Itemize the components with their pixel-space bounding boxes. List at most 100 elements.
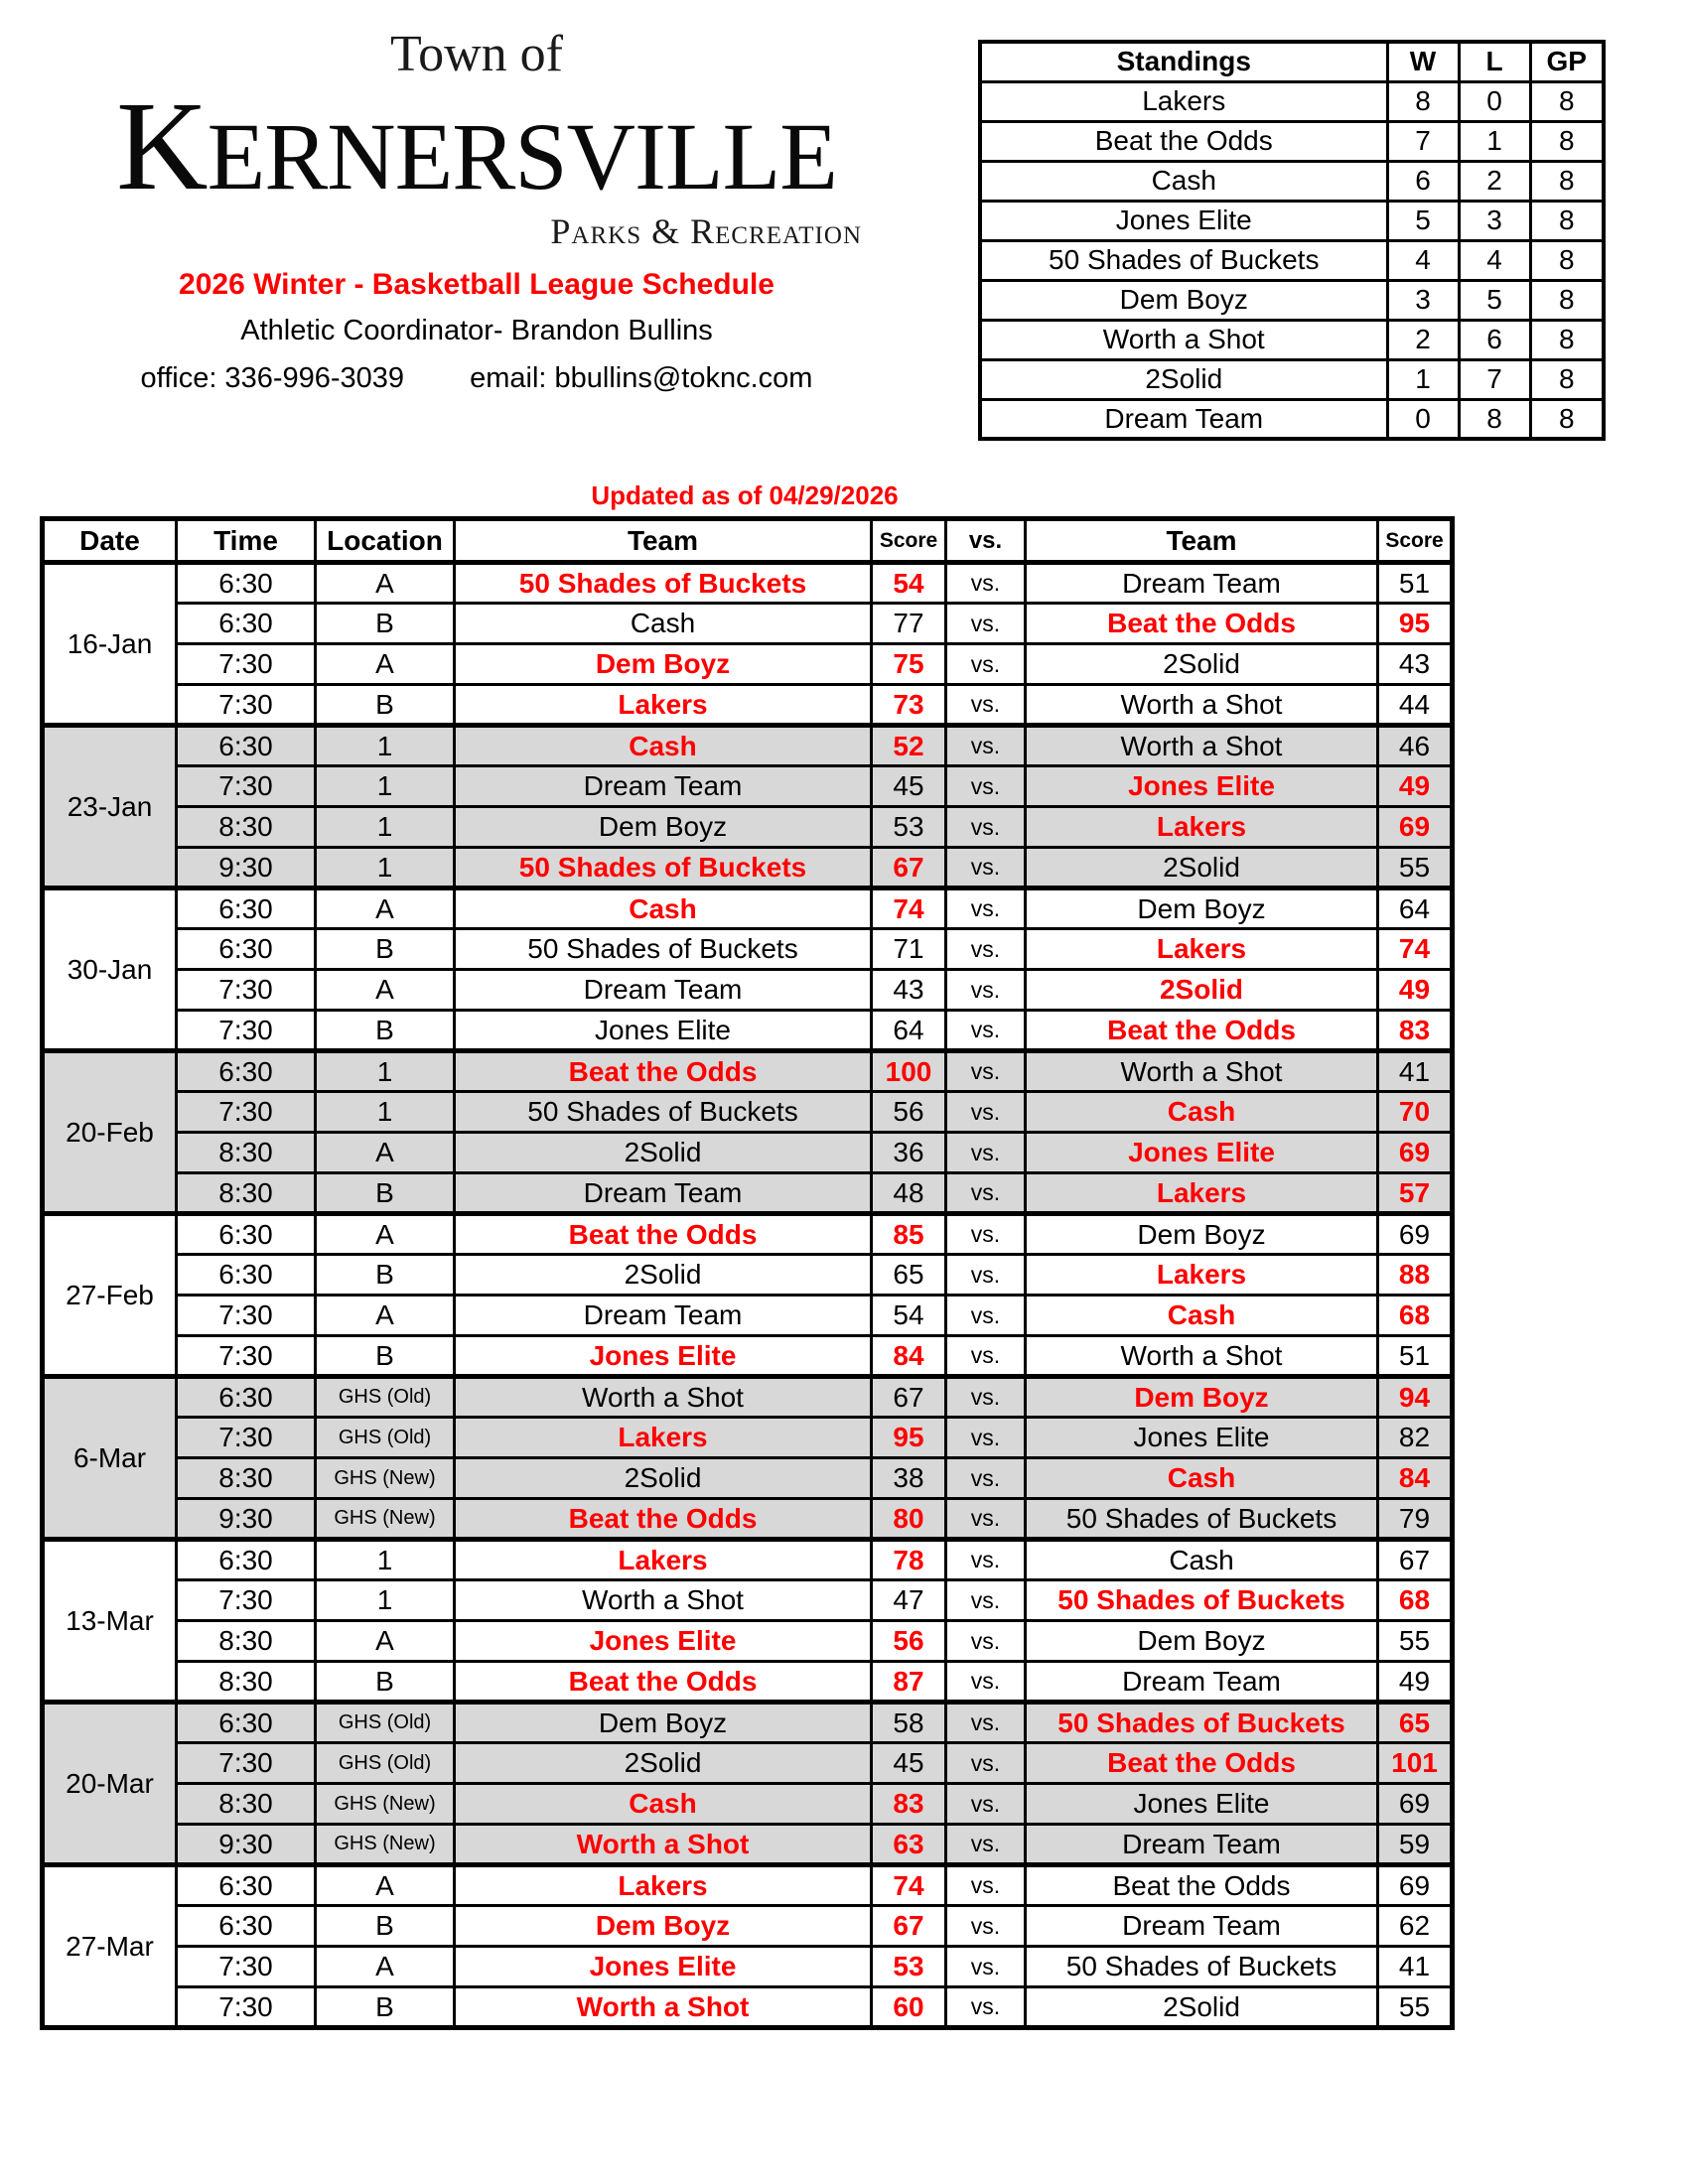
location-cell: A bbox=[314, 561, 456, 605]
game-row: 7:30 GHS (Old) Lakers 95 vs. Jones Elite 82 bbox=[43, 1416, 1454, 1459]
standings-losses-cell: 4 bbox=[1457, 238, 1532, 282]
location-cell: GHS (Old) bbox=[314, 1700, 456, 1744]
standings-header-title: Standings bbox=[978, 40, 1389, 83]
score2-cell: 88 bbox=[1376, 1253, 1454, 1297]
location-cell: GHS (Old) bbox=[314, 1374, 456, 1419]
team2-cell: Dream Team bbox=[1024, 1823, 1379, 1866]
vs-cell: vs. bbox=[944, 1985, 1027, 2029]
team2-cell: Lakers bbox=[1024, 805, 1379, 849]
location-cell: A bbox=[314, 968, 456, 1012]
time-cell: 8:30 bbox=[175, 1171, 317, 1215]
game-row: 20-Feb 6:30 1 Beat the Odds 100 vs. Worth a Sh… bbox=[41, 1048, 1454, 1215]
team2-cell: Worth a Shot bbox=[1024, 723, 1379, 767]
vs-cell: vs. bbox=[944, 1700, 1027, 1744]
score2-cell: 82 bbox=[1376, 1416, 1454, 1459]
team2-cell: 50 Shades of Buckets bbox=[1024, 1497, 1379, 1541]
team1-cell: Dream Team bbox=[453, 1294, 873, 1337]
team2-cell: Cash bbox=[1024, 1537, 1379, 1581]
date-cell: 27-Feb bbox=[41, 1211, 178, 1378]
schedule-header-team1: Team bbox=[453, 517, 873, 565]
location-cell: A bbox=[314, 1862, 456, 1907]
date-cell: 16-Jan bbox=[41, 561, 178, 727]
score2-cell: 44 bbox=[1376, 683, 1454, 727]
location-cell: 1 bbox=[314, 1578, 456, 1622]
standings-gp-cell: 8 bbox=[1528, 357, 1606, 401]
standings-losses-cell: 5 bbox=[1457, 278, 1532, 322]
team2-cell: 2Solid bbox=[1024, 642, 1379, 686]
game-row: 6-Mar 6:30 GHS (Old) Worth a Shot 67 vs. Dem B… bbox=[41, 1374, 1454, 1541]
date-cell: 13-Mar bbox=[41, 1537, 178, 1704]
location-cell: B bbox=[314, 1009, 456, 1052]
team1-cell: 2Solid bbox=[453, 1253, 873, 1297]
standings-team-cell: 2Solid bbox=[978, 357, 1389, 401]
team1-cell: 50 Shades of Buckets bbox=[453, 927, 873, 971]
standings-gp-cell: 8 bbox=[1528, 238, 1606, 282]
time-cell: 6:30 bbox=[175, 1253, 317, 1297]
score1-cell: 67 bbox=[870, 846, 947, 889]
vs-cell: vs. bbox=[944, 1131, 1027, 1174]
vs-cell: vs. bbox=[944, 927, 1027, 971]
vs-cell: vs. bbox=[944, 561, 1027, 605]
standings-team-cell: Beat the Odds bbox=[978, 119, 1389, 163]
score1-cell: 78 bbox=[870, 1537, 947, 1581]
score1-cell: 75 bbox=[870, 642, 947, 686]
score2-cell: 84 bbox=[1376, 1456, 1454, 1500]
time-cell: 6:30 bbox=[175, 1211, 317, 1256]
time-cell: 6:30 bbox=[175, 1904, 317, 1948]
team1-cell: Cash bbox=[453, 602, 873, 645]
vs-cell: vs. bbox=[944, 723, 1027, 767]
game-row: 16-Jan 6:30 A 50 Shades of Buckets 54 vs. Drea… bbox=[41, 561, 1454, 727]
score1-cell: 71 bbox=[870, 927, 947, 971]
score1-cell: 60 bbox=[870, 1985, 947, 2029]
team2-cell: Cash bbox=[1024, 1294, 1379, 1337]
score2-cell: 49 bbox=[1376, 1660, 1454, 1704]
score1-cell: 48 bbox=[870, 1171, 947, 1215]
game-row: 6:30 B 50 Shades of Buckets 71 vs. Lakers 74 bbox=[43, 927, 1454, 971]
standings-wins-cell: 8 bbox=[1385, 79, 1461, 123]
standings-gp-cell: 8 bbox=[1528, 397, 1606, 441]
header-logo-block: Town of Kernersville Parks & Recreation … bbox=[70, 27, 884, 395]
vs-cell: vs. bbox=[944, 1090, 1027, 1134]
score1-cell: 84 bbox=[870, 1334, 947, 1378]
score2-cell: 57 bbox=[1376, 1171, 1454, 1215]
standings-row: Worth a Shot 2 6 8 bbox=[978, 318, 1606, 361]
date-cell: 30-Jan bbox=[41, 886, 178, 1052]
team2-cell: 50 Shades of Buckets bbox=[1024, 1700, 1379, 1744]
schedule-header-row: Date Time Location Team Score vs. Team S… bbox=[41, 517, 1454, 565]
time-cell: 8:30 bbox=[175, 805, 317, 849]
location-cell: A bbox=[314, 1294, 456, 1337]
team2-cell: Jones Elite bbox=[1024, 1782, 1379, 1826]
team1-cell: Dem Boyz bbox=[453, 1904, 873, 1948]
team1-cell: Jones Elite bbox=[453, 1009, 873, 1052]
game-row: 7:30 GHS (Old) 2Solid 45 vs. Beat the Odds 101 bbox=[43, 1741, 1454, 1785]
team2-cell: Worth a Shot bbox=[1024, 1334, 1379, 1378]
standings-wins-cell: 3 bbox=[1385, 278, 1461, 322]
time-cell: 7:30 bbox=[175, 968, 317, 1012]
standings-team-cell: Lakers bbox=[978, 79, 1389, 123]
score1-cell: 67 bbox=[870, 1374, 947, 1419]
schedule-header-time: Time bbox=[175, 517, 317, 565]
location-cell: 1 bbox=[314, 723, 456, 767]
team2-cell: Lakers bbox=[1024, 1253, 1379, 1297]
team2-cell: Jones Elite bbox=[1024, 1131, 1379, 1174]
location-cell: A bbox=[314, 1131, 456, 1174]
team1-cell: Lakers bbox=[453, 683, 873, 727]
schedule-body: 16-Jan 6:30 A 50 Shades of Buckets 54 vs. Drea… bbox=[41, 561, 1454, 2029]
team2-cell: Lakers bbox=[1024, 1171, 1379, 1215]
vs-cell: vs. bbox=[944, 764, 1027, 808]
location-cell: GHS (Old) bbox=[314, 1416, 456, 1459]
team2-cell: Dream Team bbox=[1024, 1660, 1379, 1704]
score2-cell: 67 bbox=[1376, 1537, 1454, 1581]
location-cell: A bbox=[314, 886, 456, 930]
score2-cell: 79 bbox=[1376, 1497, 1454, 1541]
score2-cell: 68 bbox=[1376, 1578, 1454, 1622]
standings-team-cell: Worth a Shot bbox=[978, 318, 1389, 361]
vs-cell: vs. bbox=[944, 886, 1027, 930]
location-cell: B bbox=[314, 1334, 456, 1378]
score2-cell: 70 bbox=[1376, 1090, 1454, 1134]
score2-cell: 51 bbox=[1376, 1334, 1454, 1378]
team1-cell: Dem Boyz bbox=[453, 805, 873, 849]
game-row: 8:30 B Dream Team 48 vs. Lakers 57 bbox=[43, 1171, 1454, 1215]
time-cell: 7:30 bbox=[175, 1009, 317, 1052]
score1-cell: 100 bbox=[870, 1048, 947, 1093]
